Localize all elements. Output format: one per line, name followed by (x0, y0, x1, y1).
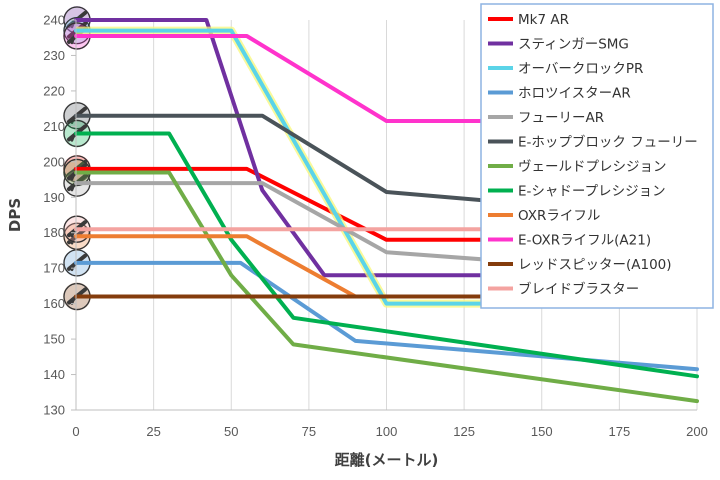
series-line (74, 18, 699, 278)
legend-label: スティンガーSMG (518, 37, 629, 53)
y-tick-label: 130 (43, 403, 65, 418)
legend-label: ホロツイスターAR (518, 86, 631, 102)
legend: Mk7 AR スティンガーSMG オーバークロックPR ホロツイスターAR フューリーA… (480, 3, 714, 309)
legend-label: E-OXRライフル(A21) (518, 233, 651, 249)
y-tick-label: 160 (43, 296, 65, 311)
legend-label: レッドスピッター(A100) (518, 257, 672, 273)
y-tick-label: 190 (43, 190, 65, 205)
legend-label: Mk7 AR (518, 12, 569, 28)
y-tick-label: 170 (43, 261, 65, 276)
y-tick-label: 140 (43, 367, 65, 382)
legend-label: フューリーAR (518, 110, 604, 126)
x-tick-label: 125 (453, 424, 475, 439)
series-line (74, 260, 699, 372)
legend-label: E-ホップブロック フューリー (518, 134, 698, 151)
series-line (74, 131, 699, 379)
legend-label: ヴェールドプレシジョン (518, 158, 667, 175)
legend-box (480, 3, 714, 309)
x-tick-label: 100 (376, 424, 398, 439)
x-tick-label: 50 (224, 424, 238, 439)
legend-label: オーバークロックPR (518, 61, 643, 77)
x-tick-label: 175 (609, 424, 631, 439)
y-tick-label: 240 (43, 13, 65, 28)
x-tick-label: 75 (302, 424, 316, 439)
y-tick-label: 180 (43, 225, 65, 240)
x-tick-label: 150 (531, 424, 553, 439)
x-tick-label: 200 (686, 424, 708, 439)
x-axis-title: 距離(メートル) (335, 451, 439, 469)
y-tick-label: 210 (43, 119, 65, 134)
x-tick-label: 25 (146, 424, 160, 439)
series-line (74, 170, 699, 404)
y-tick-label: 230 (43, 48, 65, 63)
y-axis-title: DPS (6, 198, 24, 232)
axes: 0 25 50 75 100 125 150 175 200 130 140 150 160 170 180… (43, 13, 708, 440)
x-tick-label: 0 (72, 424, 79, 439)
y-tick-label: 200 (43, 154, 65, 169)
y-tick-label: 220 (43, 83, 65, 98)
y-tick-label: 150 (43, 332, 65, 347)
legend-label: ブレイドブラスター (518, 281, 639, 298)
legend-label: E-シャドープレシジョン (518, 184, 666, 200)
legend-label: OXRライフル (518, 208, 600, 224)
